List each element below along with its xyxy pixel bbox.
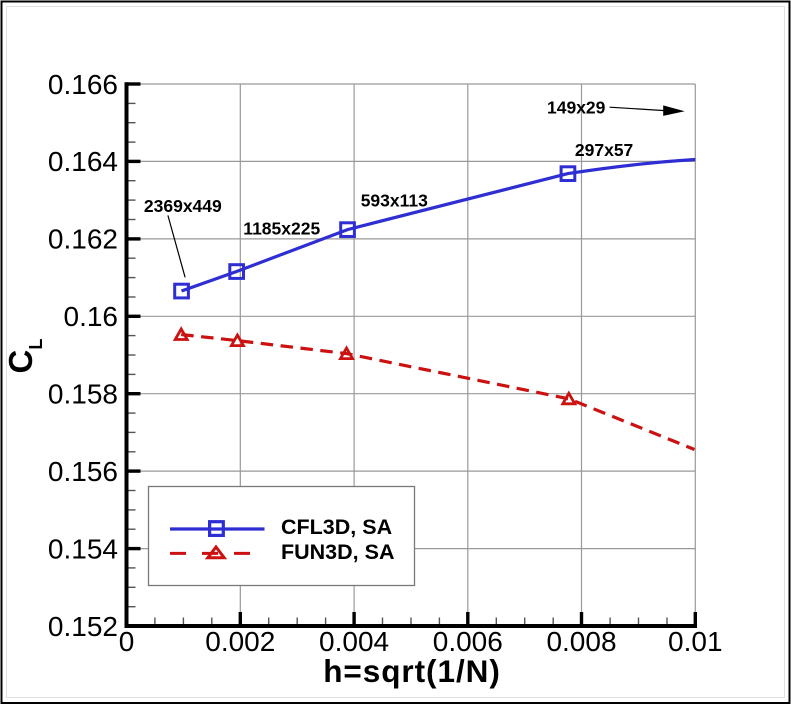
svg-text:h=sqrt(1/N): h=sqrt(1/N) [323,653,501,689]
svg-text:0.002: 0.002 [205,626,275,657]
svg-text:593x113: 593x113 [361,191,428,211]
svg-text:1185x225: 1185x225 [243,219,320,239]
svg-text:297x57: 297x57 [575,140,633,160]
svg-text:FUN3D, SA: FUN3D, SA [281,540,394,564]
svg-text:0.158: 0.158 [48,379,118,410]
svg-text:0.008: 0.008 [546,626,616,657]
svg-text:0.162: 0.162 [48,224,118,255]
svg-text:0.154: 0.154 [48,533,118,564]
svg-text:0.152: 0.152 [48,611,118,642]
svg-text:2369x449: 2369x449 [144,196,222,216]
svg-text:0.004: 0.004 [319,626,389,657]
svg-text:0.006: 0.006 [433,626,503,657]
svg-text:0: 0 [119,626,135,657]
svg-text:0.164: 0.164 [48,146,118,177]
svg-text:0.156: 0.156 [48,456,118,487]
svg-text:0.16: 0.16 [64,301,119,332]
svg-text:149x29: 149x29 [547,97,606,117]
svg-text:CFL3D, SA: CFL3D, SA [281,515,392,539]
svg-text:0.166: 0.166 [48,69,118,100]
svg-text:0.01: 0.01 [668,626,723,657]
